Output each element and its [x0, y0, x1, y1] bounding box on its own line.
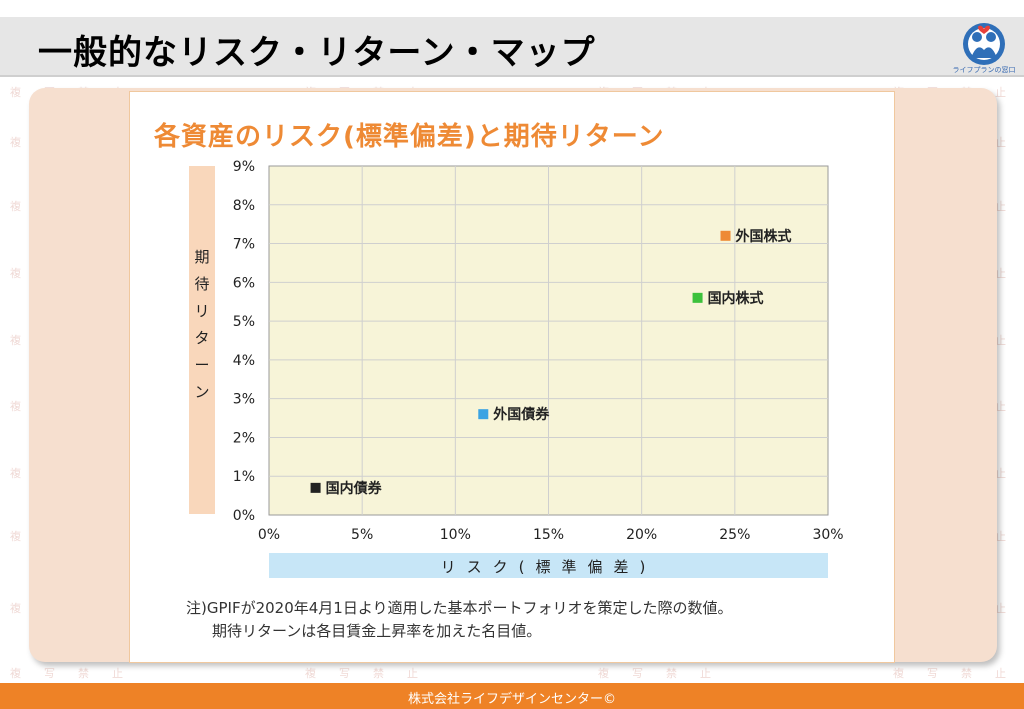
watermark-char: 複 [10, 136, 21, 149]
chart-title: 各資産のリスク(標準偏差)と期待リターン [154, 122, 665, 152]
watermark-char: 複 [10, 400, 21, 413]
scatter-chart: 0% 5% 10% 15% 20% 25% 30% 0% 1% 2% 3% 4% 5% 6% 7% 8% 9% 国… [233, 159, 844, 543]
x-tick-label: 10% [440, 527, 471, 543]
watermark-char: 写 [927, 667, 938, 680]
watermark-char: 複 [10, 267, 21, 280]
watermark-char: 複 [10, 602, 21, 615]
page-title: 一般的なリスク・リターン・マップ [38, 33, 596, 73]
y-tick-label: 7% [233, 237, 255, 253]
y-tick-label: 6% [233, 275, 255, 291]
watermark-char: 禁 [666, 667, 677, 680]
y-axis-label-char: ー [194, 356, 210, 374]
y-axis-label-char: タ [194, 329, 210, 347]
logo-caption: ライフプランの窓口 [952, 66, 1016, 74]
watermark-char: 複 [10, 334, 21, 347]
footnote-line-1: 注)GPIFが2020年4月1日より適用した基本ポートフォリオを策定した際の数値… [186, 599, 733, 617]
header-bar: 一般的なリスク・リターン・マップ ライフプランの窓口 [0, 17, 1024, 77]
x-axis-label-text: リスク(標準偏差) [440, 558, 657, 576]
chart-panel: 各資産のリスク(標準偏差)と期待リターン 期待リターン 0% 5% 10% 15% 20… [129, 91, 895, 663]
watermark-char: 止 [112, 667, 123, 680]
watermark-char: 写 [632, 667, 643, 680]
data-point [310, 482, 321, 493]
footer-text: 株式会社ライフデザインセンター© [407, 692, 616, 707]
y-axis-label-char: ン [194, 383, 210, 401]
x-tick-label: 5% [351, 527, 373, 543]
watermark-char: 複 [10, 86, 21, 99]
watermark-char: 止 [407, 667, 418, 680]
y-tick-label: 5% [233, 314, 255, 330]
footer-bar: 株式会社ライフデザインセンター© [0, 683, 1024, 709]
y-tick-label: 2% [233, 430, 255, 446]
y-tick-label: 4% [233, 353, 255, 369]
watermark-char: 写 [44, 667, 55, 680]
company-logo-icon [963, 23, 1005, 65]
watermark-char: 禁 [78, 667, 89, 680]
footnote-line-2: 期待リターンは各目賃金上昇率を加えた名目値。 [212, 622, 542, 640]
x-axis-label: リスク(標準偏差) [269, 553, 828, 578]
footnote: 注)GPIFが2020年4月1日より適用した基本ポートフォリオを策定した際の数値… [186, 597, 733, 643]
watermark-char: 禁 [373, 667, 384, 680]
watermark-char: 複 [305, 667, 316, 680]
watermark-char: 複 [10, 667, 21, 680]
watermark-char: 止 [995, 667, 1006, 680]
watermark-char: 止 [700, 667, 711, 680]
data-label: 外国債券 [493, 406, 550, 423]
y-axis-label-char: リ [194, 302, 210, 320]
y-axis-label-char: 期 [194, 248, 210, 266]
watermark-char: 複 [10, 530, 21, 543]
watermark-char: 複 [10, 467, 21, 480]
watermark-char: 複 [10, 200, 21, 213]
data-point [478, 409, 489, 420]
x-tick-label: 30% [812, 527, 843, 543]
data-label: 国内債券 [326, 480, 383, 497]
watermark-char: 止 [995, 86, 1006, 99]
x-tick-label: 0% [258, 527, 280, 543]
x-tick-label: 15% [533, 527, 564, 543]
x-tick-label: 25% [719, 527, 750, 543]
watermark-char: 複 [893, 667, 904, 680]
y-axis-label: 期待リターン [189, 166, 215, 514]
data-point [692, 292, 703, 303]
y-tick-label: 1% [233, 469, 255, 485]
y-axis-label-char: 待 [194, 275, 210, 293]
y-tick-label: 0% [233, 508, 255, 524]
y-tick-label: 9% [233, 159, 255, 175]
data-label: 外国株式 [736, 228, 792, 245]
watermark-char: 複 [598, 667, 609, 680]
data-point [720, 230, 731, 241]
y-tick-label: 8% [233, 198, 255, 214]
y-tick-label: 3% [233, 392, 255, 408]
x-tick-label: 20% [626, 527, 657, 543]
data-label: 国内株式 [708, 290, 764, 307]
watermark-char: 禁 [961, 667, 972, 680]
watermark-char: 写 [339, 667, 350, 680]
